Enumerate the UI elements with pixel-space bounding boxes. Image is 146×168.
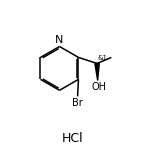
Text: HCl: HCl: [62, 132, 84, 145]
Polygon shape: [95, 63, 99, 80]
Text: Br: Br: [72, 98, 83, 108]
Text: &1: &1: [98, 55, 108, 61]
Text: N: N: [55, 35, 64, 45]
Text: OH: OH: [91, 82, 106, 92]
